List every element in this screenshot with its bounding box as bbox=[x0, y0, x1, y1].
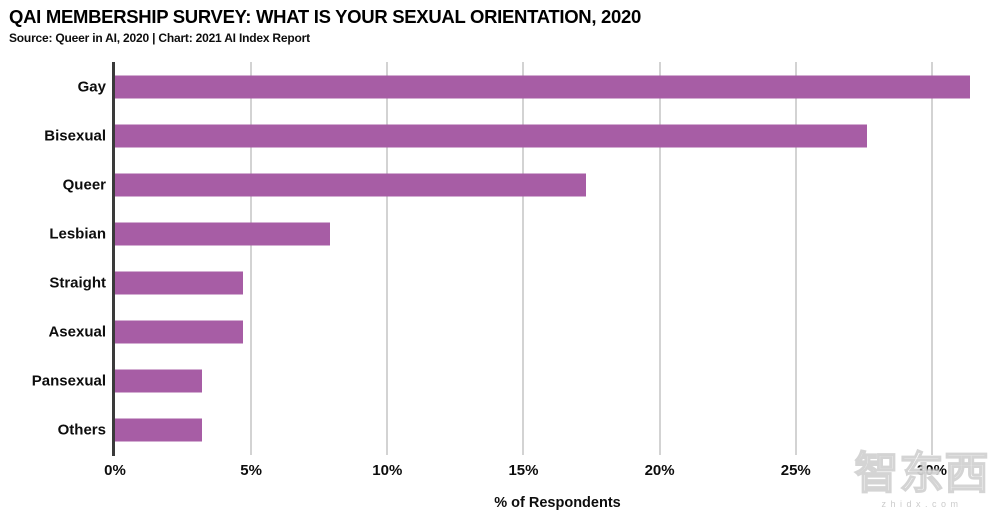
bar-straight bbox=[115, 271, 243, 295]
gridline bbox=[386, 62, 389, 455]
category-labels: Gay Bisexual Queer Lesbian Straight Asexual Pa… bbox=[0, 62, 106, 455]
y-axis-line bbox=[112, 62, 115, 456]
bar-asexual bbox=[115, 320, 243, 344]
x-tick-label: 15% bbox=[508, 462, 539, 479]
category-label: Others bbox=[57, 421, 106, 439]
gridline bbox=[930, 62, 933, 455]
gridline bbox=[250, 62, 253, 455]
bar-bisexual bbox=[115, 124, 867, 148]
category-label: Straight bbox=[49, 274, 106, 292]
gridline bbox=[658, 62, 661, 455]
chart-title: QAI MEMBERSHIP SURVEY: WHAT IS YOUR SEXU… bbox=[9, 6, 642, 27]
category-label: Bisexual bbox=[44, 127, 106, 145]
x-tick-label: 25% bbox=[780, 462, 811, 479]
gridline bbox=[794, 62, 797, 455]
bar-pansexual bbox=[115, 369, 203, 393]
x-tick-label: 0% bbox=[104, 462, 126, 479]
bar-gay bbox=[115, 75, 971, 99]
chart-source-line: Source: Queer in AI, 2020 | Chart: 2021 … bbox=[9, 31, 310, 45]
x-tick-label: 5% bbox=[240, 462, 262, 479]
category-label: Gay bbox=[77, 78, 106, 96]
x-tick-label: 10% bbox=[372, 462, 403, 479]
x-axis-ticks: 0% 5% 10% 15% 20% 25% 30% bbox=[104, 462, 1000, 482]
category-label: Lesbian bbox=[49, 225, 106, 243]
plot-area bbox=[115, 62, 1000, 455]
category-label: Queer bbox=[62, 176, 106, 194]
bar-queer bbox=[115, 173, 587, 197]
x-axis-title: % of Respondents bbox=[494, 495, 621, 511]
category-label: Pansexual bbox=[31, 372, 106, 390]
x-axis-title-wrap: % of Respondents bbox=[115, 494, 1000, 512]
bar-lesbian bbox=[115, 222, 331, 246]
x-tick-label: 30% bbox=[916, 462, 947, 479]
bar-others bbox=[115, 418, 203, 442]
x-tick-label: 20% bbox=[644, 462, 675, 479]
category-label: Asexual bbox=[48, 323, 106, 341]
gridline bbox=[522, 62, 525, 455]
